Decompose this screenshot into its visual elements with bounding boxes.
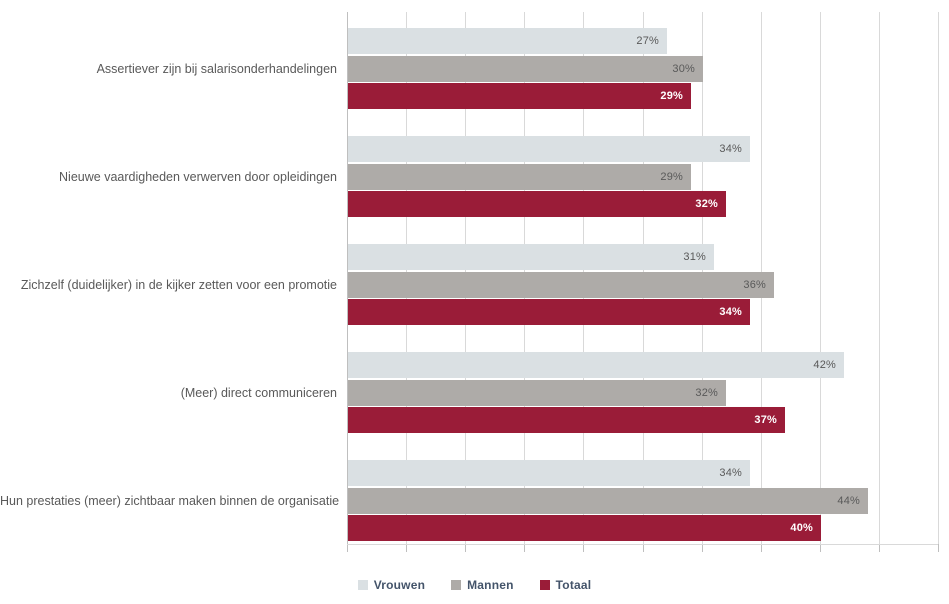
value-label: 34%	[719, 467, 742, 479]
bar-totaal: 40%	[348, 515, 821, 541]
category-label: (Meer) direct communiceren	[180, 386, 337, 400]
value-axis-tick	[465, 544, 466, 552]
value-label: 40%	[790, 522, 813, 534]
bar-mannen: 29%	[348, 164, 691, 190]
gridline	[820, 12, 821, 544]
value-label: 29%	[660, 171, 683, 183]
gridline	[938, 12, 939, 544]
chart-legend: Vrouwen Mannen Totaal	[0, 578, 949, 592]
value-label: 37%	[754, 414, 777, 426]
value-axis-tick	[406, 544, 407, 552]
legend-item-mannen: Mannen	[451, 578, 514, 592]
bar-mannen: 44%	[348, 488, 868, 514]
legend-label: Mannen	[467, 578, 514, 592]
category-label: Nieuwe vaardigheden verwerven door oplei…	[59, 170, 337, 184]
category-label: Assertiever zijn bij salarisonderhandeli…	[96, 62, 337, 76]
category-label: Zichzelf (duidelijker) in de kijker zett…	[20, 278, 337, 292]
bar-vrouwen: 34%	[348, 136, 750, 162]
bar-totaal: 29%	[348, 83, 691, 109]
plot-area: 27% 30% 29% 34% 29% 32% 31% 36% 34% 42% 32% 37% 34% 4…	[347, 12, 939, 554]
legend-label: Totaal	[555, 578, 592, 592]
legend-swatch-icon	[451, 580, 462, 590]
bar-totaal: 32%	[348, 191, 726, 217]
bar-vrouwen: 31%	[348, 244, 714, 270]
bar-totaal: 34%	[348, 299, 750, 325]
value-axis-tick	[879, 544, 880, 552]
bar-mannen: 30%	[348, 56, 703, 82]
value-axis-tick	[938, 544, 939, 552]
bar-mannen: 32%	[348, 380, 726, 406]
legend-swatch-icon	[357, 580, 368, 590]
value-label: 44%	[837, 495, 860, 507]
bar-totaal: 37%	[348, 407, 785, 433]
legend-swatch-icon	[539, 580, 550, 590]
bar-vrouwen: 27%	[348, 28, 667, 54]
gridline	[347, 12, 348, 544]
value-axis-tick	[347, 544, 348, 552]
bar-vrouwen: 34%	[348, 460, 750, 486]
value-label: 30%	[672, 63, 695, 75]
value-axis-tick	[643, 544, 644, 552]
value-label: 32%	[695, 198, 718, 210]
value-label: 31%	[683, 251, 706, 263]
value-label: 42%	[813, 359, 836, 371]
value-axis-tick	[702, 544, 703, 552]
value-axis-tick	[820, 544, 821, 552]
bar-mannen: 36%	[348, 272, 774, 298]
value-axis-line	[347, 544, 938, 545]
value-label: 34%	[719, 143, 742, 155]
value-axis-tick	[524, 544, 525, 552]
legend-item-vrouwen: Vrouwen	[357, 578, 426, 592]
value-axis-tick	[583, 544, 584, 552]
value-label: 27%	[636, 35, 659, 47]
value-label: 36%	[743, 279, 766, 291]
legend-item-totaal: Totaal	[539, 578, 592, 592]
value-label: 34%	[719, 306, 742, 318]
value-label: 32%	[695, 387, 718, 399]
value-label: 29%	[660, 90, 683, 102]
legend-label: Vrouwen	[373, 578, 426, 592]
gridline	[879, 12, 880, 544]
category-label: Hun prestaties (meer) zichtbaar maken bi…	[0, 494, 340, 508]
bar-vrouwen: 42%	[348, 352, 844, 378]
value-axis-tick	[761, 544, 762, 552]
